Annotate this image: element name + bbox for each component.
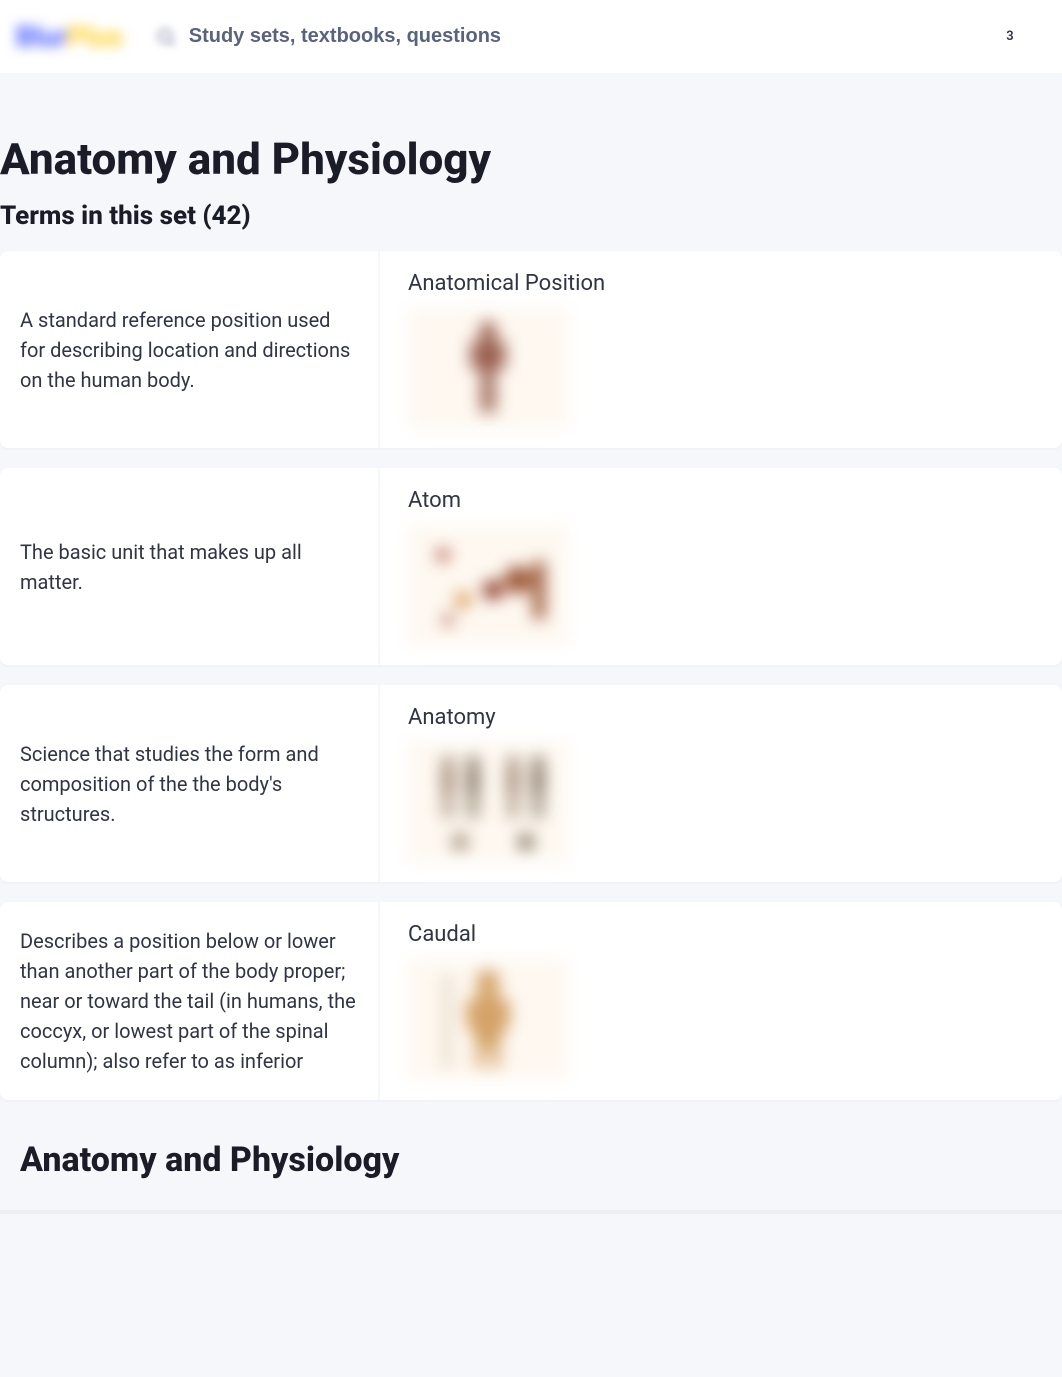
card-definition: Describes a position below or lower than… xyxy=(20,926,358,1076)
card-image[interactable] xyxy=(408,525,568,645)
page-title: Anatomy and Physiology xyxy=(0,73,1062,201)
card-definition-section: Science that studies the form and compos… xyxy=(0,685,380,882)
card-term-section: Anatomy xyxy=(380,685,1062,882)
anatomical-figure-icon xyxy=(463,318,513,418)
main-header: BlurPlus 3 xyxy=(0,0,1062,73)
search-input[interactable] xyxy=(189,25,982,48)
card-image[interactable] xyxy=(408,742,568,862)
search-icon xyxy=(155,26,177,48)
logo-text-2: Plus xyxy=(67,20,123,53)
card-term: Anatomy xyxy=(408,705,1034,730)
cards-container: A standard reference position used for d… xyxy=(0,251,1062,1100)
bottom-section-title: Anatomy and Physiology xyxy=(0,1100,1062,1210)
term-card[interactable]: A standard reference position used for d… xyxy=(0,251,1062,448)
terms-subtitle: Terms in this set (42) xyxy=(0,201,1062,251)
directional-figure-icon xyxy=(428,964,548,1074)
card-definition-section: A standard reference position used for d… xyxy=(0,251,380,448)
search-container xyxy=(155,25,982,48)
card-term: Caudal xyxy=(408,922,1034,947)
card-term: Anatomical Position xyxy=(408,271,1034,296)
card-image[interactable] xyxy=(408,959,568,1079)
term-card[interactable]: Describes a position below or lower than… xyxy=(0,902,1062,1100)
card-definition: Science that studies the form and compos… xyxy=(20,739,358,829)
main-content: Anatomy and Physiology Terms in this set… xyxy=(0,73,1062,1214)
card-term-section: Atom xyxy=(380,468,1062,665)
card-definition: The basic unit that makes up all matter. xyxy=(20,537,358,597)
atom-diagram-icon xyxy=(418,530,558,640)
logo-text-1: Blur xyxy=(16,20,67,53)
card-term-section: Caudal xyxy=(380,902,1062,1100)
body-systems-icon xyxy=(418,747,558,857)
card-definition: A standard reference position used for d… xyxy=(20,305,358,395)
card-image[interactable] xyxy=(408,308,568,428)
notification-badge[interactable]: 3 xyxy=(994,21,1026,53)
card-definition-section: Describes a position below or lower than… xyxy=(0,902,380,1100)
card-definition-section: The basic unit that makes up all matter. xyxy=(0,468,380,665)
section-separator xyxy=(0,1210,1062,1214)
site-logo[interactable]: BlurPlus xyxy=(16,20,123,53)
card-term: Atom xyxy=(408,488,1034,513)
card-term-section: Anatomical Position xyxy=(380,251,1062,448)
term-card[interactable]: Science that studies the form and compos… xyxy=(0,685,1062,882)
term-card[interactable]: The basic unit that makes up all matter.… xyxy=(0,468,1062,665)
